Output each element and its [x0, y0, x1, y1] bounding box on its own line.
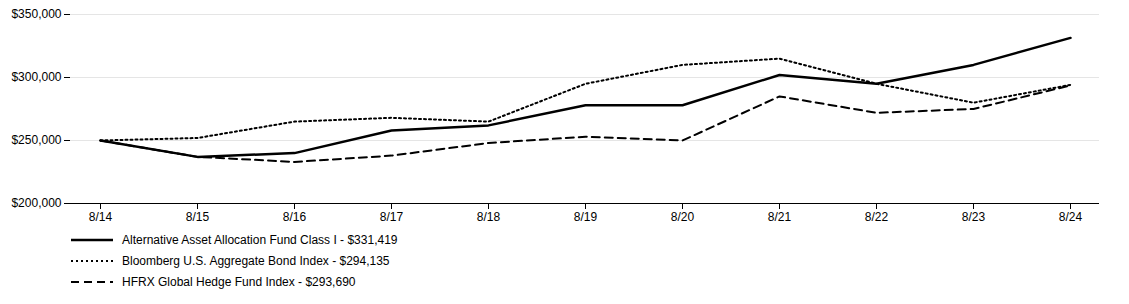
svg-text:$250,000: $250,000 — [11, 133, 61, 147]
svg-text:8/17: 8/17 — [380, 210, 404, 224]
svg-text:8/23: 8/23 — [962, 210, 986, 224]
svg-text:8/22: 8/22 — [865, 210, 889, 224]
svg-text:$200,000: $200,000 — [11, 196, 61, 210]
html-text:Bloomberg U.S. Aggregate Bond: Bloomberg U.S. Aggregate Bond Index - $2… — [122, 254, 390, 268]
html-text:Alternative Asset Allocation F: Alternative Asset Allocation Fund Class … — [122, 233, 398, 247]
svg-text:8/21: 8/21 — [768, 210, 792, 224]
svg-text:$350,000: $350,000 — [11, 7, 61, 21]
svg-text:8/18: 8/18 — [477, 210, 501, 224]
svg-text:8/20: 8/20 — [671, 210, 695, 224]
svg-text:8/14: 8/14 — [89, 210, 113, 224]
svg-text:8/16: 8/16 — [283, 210, 307, 224]
html-text:HFRX Global Hedge Fund Index -: HFRX Global Hedge Fund Index - $293,690 — [122, 275, 356, 289]
svg-text:8/15: 8/15 — [186, 210, 210, 224]
svg-text:8/24: 8/24 — [1059, 210, 1083, 224]
svg-text:8/19: 8/19 — [574, 210, 598, 224]
svg-text:$300,000: $300,000 — [11, 70, 61, 84]
